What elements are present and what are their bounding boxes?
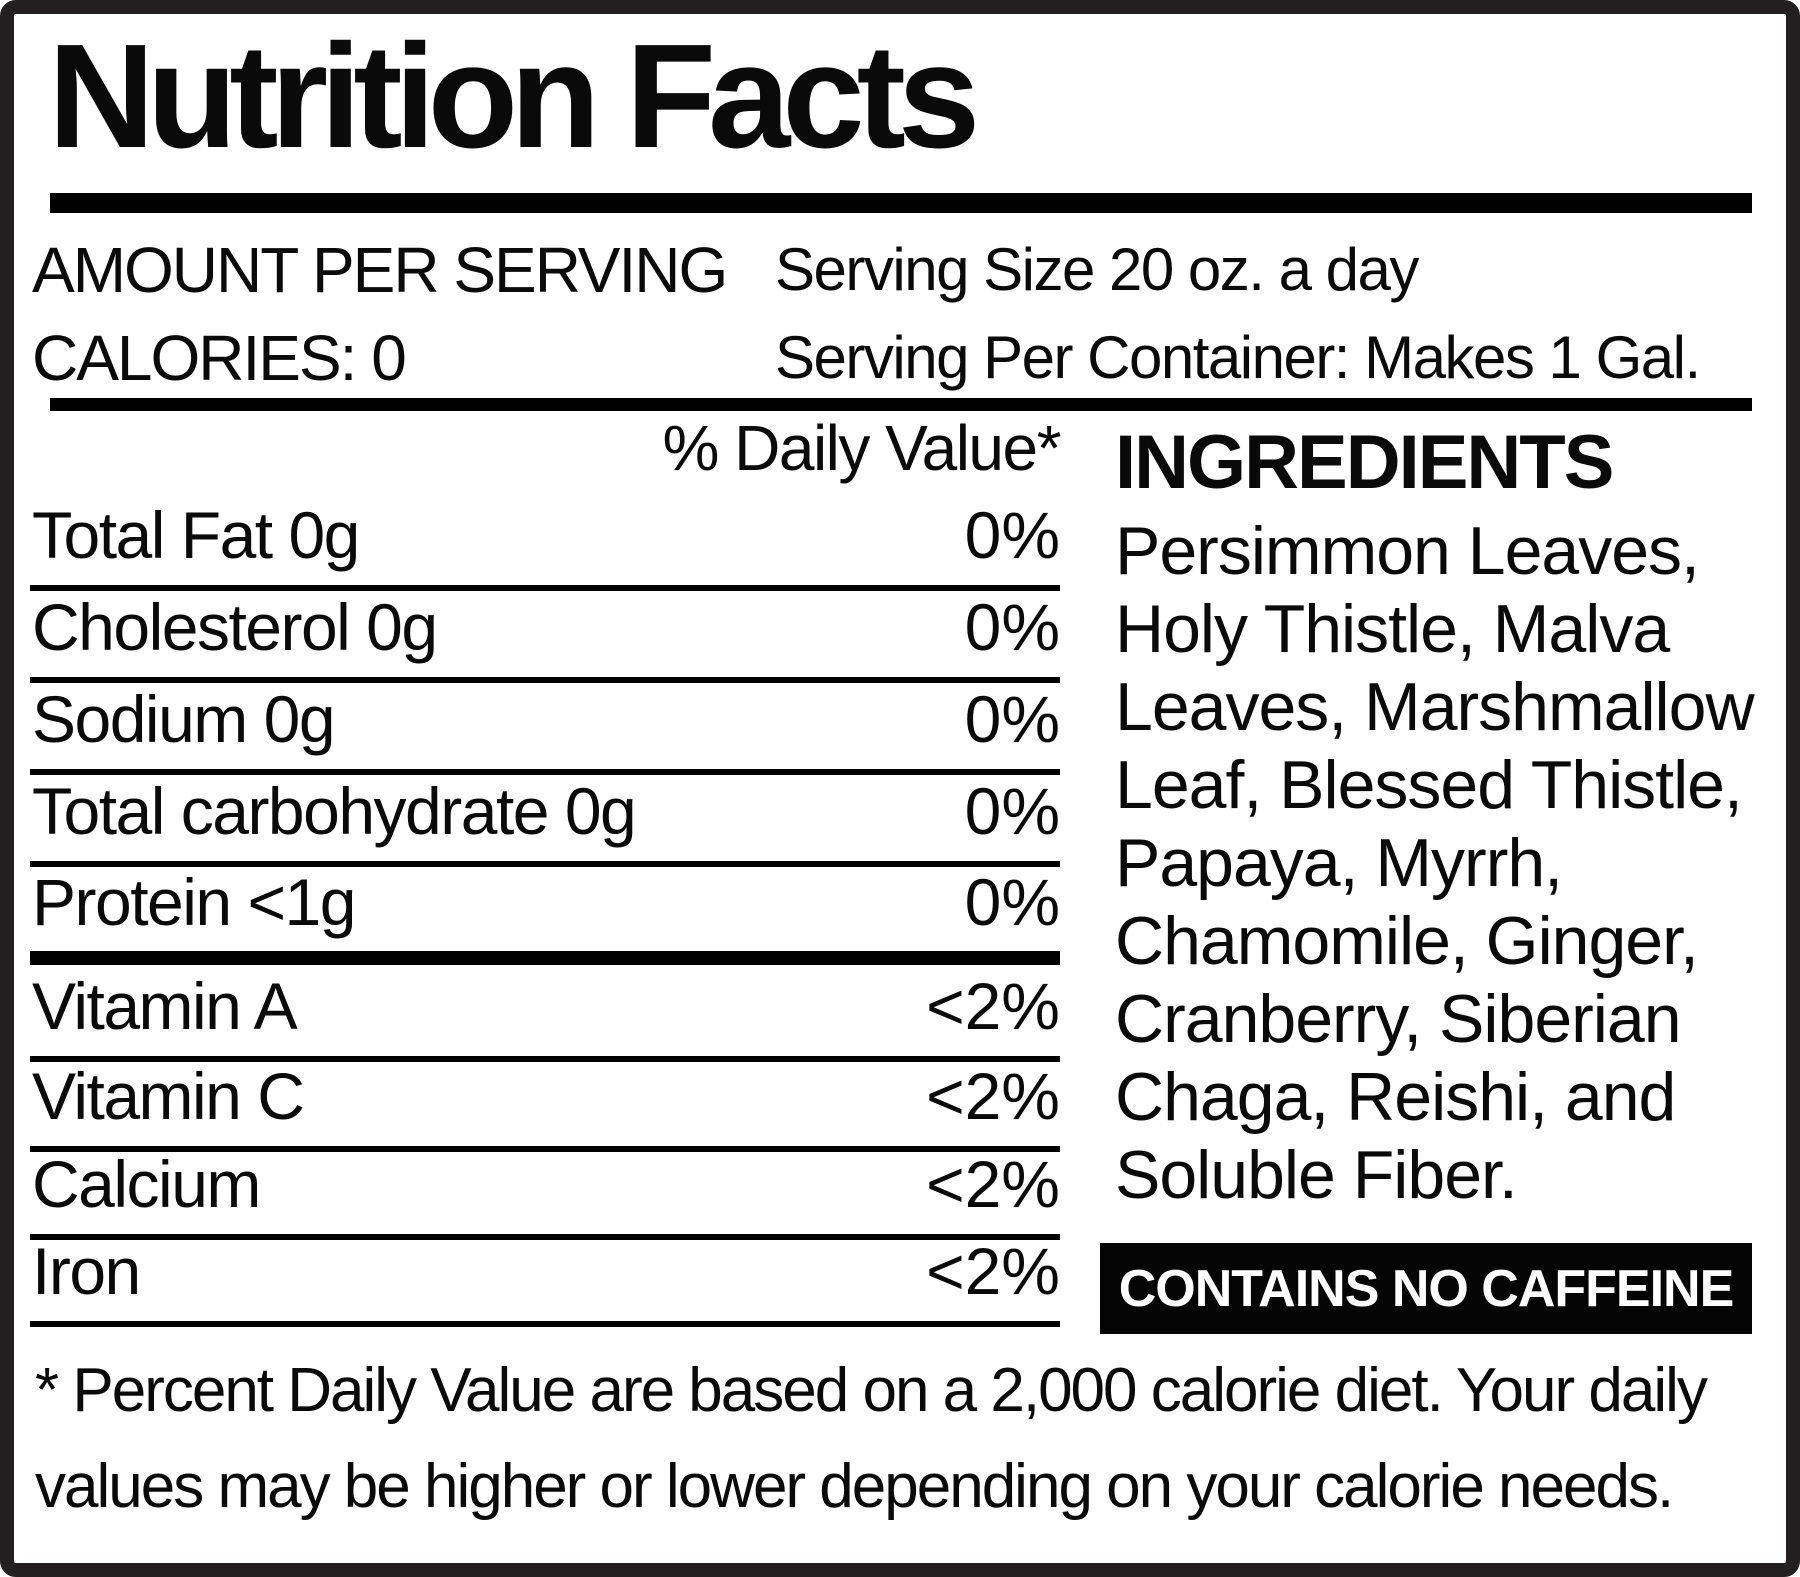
daily-value-footnote-line: values may be higher or lower depending … bbox=[35, 1452, 1674, 1521]
nutrient-label: Vitamin C bbox=[32, 1059, 305, 1133]
ingredients-line: Chaga, Reishi, and bbox=[1115, 1059, 1676, 1135]
ingredients-line: Holy Thistle, Malva bbox=[1115, 591, 1670, 667]
nutrient-row-total-fat: Total Fat 0g 0% bbox=[32, 497, 1060, 585]
daily-value-header: % Daily Value* bbox=[662, 412, 1061, 484]
ingredients-line: Papaya, Myrrh, bbox=[1115, 825, 1563, 901]
nutrient-row-cholesterol: Cholesterol 0g 0% bbox=[32, 589, 1060, 677]
nutrient-row-iron: Iron <2% bbox=[32, 1233, 1060, 1321]
section-divider-thick bbox=[30, 951, 1060, 965]
row-divider bbox=[30, 1321, 1060, 1327]
nutrient-row-vitamin-a: Vitamin A <2% bbox=[32, 968, 1060, 1056]
label-title: Nutrition Facts bbox=[48, 14, 980, 179]
nutrient-label: Calcium bbox=[32, 1147, 261, 1221]
serving-size-text: Serving Size 20 oz. a day bbox=[775, 236, 1419, 303]
nutrient-label: Sodium 0g bbox=[32, 682, 336, 756]
no-caffeine-badge: CONTAINS NO CAFFEINE bbox=[1100, 1243, 1752, 1334]
nutrient-value: <2% bbox=[926, 1059, 1060, 1133]
nutrient-value: 0% bbox=[964, 774, 1060, 848]
nutrient-row-vitamin-c: Vitamin C <2% bbox=[32, 1058, 1060, 1146]
nutrient-value: <2% bbox=[926, 1234, 1060, 1308]
ingredients-line: Soluble Fiber. bbox=[1115, 1137, 1518, 1213]
nutrient-row-carbohydrate: Total carbohydrate 0g 0% bbox=[32, 773, 1060, 861]
ingredients-line: Persimmon Leaves, bbox=[1115, 513, 1700, 589]
nutrient-value: <2% bbox=[926, 1147, 1060, 1221]
servings-per-container-text: Serving Per Container: Makes 1 Gal. bbox=[775, 324, 1701, 391]
row-divider bbox=[30, 1146, 1060, 1152]
calories-label: CALORIES: 0 bbox=[32, 322, 407, 394]
ingredients-heading: INGREDIENTS bbox=[1115, 420, 1614, 505]
nutrient-label: Iron bbox=[32, 1234, 141, 1308]
row-divider bbox=[30, 585, 1060, 591]
nutrient-row-protein: Protein <1g 0% bbox=[32, 864, 1060, 952]
daily-value-footnote-line: * Percent Daily Value are based on a 2,0… bbox=[35, 1356, 1708, 1425]
row-divider bbox=[30, 769, 1060, 775]
ingredients-line: Chamomile, Ginger, bbox=[1115, 903, 1699, 979]
nutrient-value: 0% bbox=[964, 590, 1060, 664]
row-divider bbox=[30, 677, 1060, 683]
row-divider bbox=[30, 1056, 1060, 1062]
nutrient-value: 0% bbox=[964, 682, 1060, 756]
header-divider-bar bbox=[50, 398, 1752, 411]
nutrient-label: Total Fat 0g bbox=[32, 498, 360, 572]
row-divider bbox=[30, 861, 1060, 867]
ingredients-line: Leaves, Marshmallow bbox=[1115, 669, 1755, 745]
nutrient-row-sodium: Sodium 0g 0% bbox=[32, 681, 1060, 769]
nutrient-value: 0% bbox=[964, 498, 1060, 572]
amount-per-serving-label: AMOUNT PER SERVING bbox=[32, 234, 728, 306]
no-caffeine-text: CONTAINS NO CAFFEINE bbox=[1118, 1259, 1735, 1318]
ingredients-line: Cranberry, Siberian bbox=[1115, 981, 1682, 1057]
ingredients-line: Leaf, Blessed Thistle, bbox=[1115, 747, 1743, 823]
nutrient-value: <2% bbox=[926, 969, 1060, 1043]
title-divider-bar bbox=[50, 193, 1752, 213]
nutrient-label: Cholesterol 0g bbox=[32, 590, 438, 664]
nutrient-label: Protein <1g bbox=[32, 865, 356, 939]
nutrient-row-calcium: Calcium <2% bbox=[32, 1146, 1060, 1234]
nutrient-value: 0% bbox=[964, 865, 1060, 939]
row-divider bbox=[30, 1234, 1060, 1240]
nutrient-label: Total carbohydrate 0g bbox=[32, 774, 637, 848]
nutrient-label: Vitamin A bbox=[32, 969, 298, 1043]
